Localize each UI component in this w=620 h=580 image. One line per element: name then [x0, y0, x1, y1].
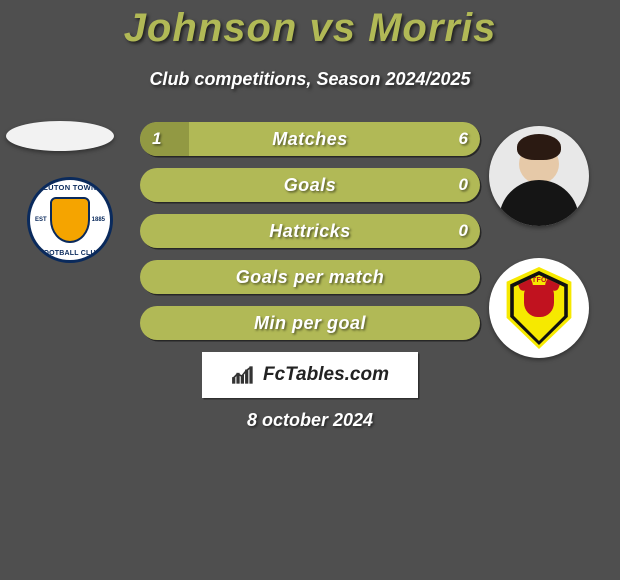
stat-label: Goals per match: [140, 260, 480, 294]
subtitle: Club competitions, Season 2024/2025: [0, 69, 620, 90]
club-left-est: EST: [35, 217, 47, 223]
brand-text: FcTables.com: [263, 364, 389, 386]
club-left-shield-icon: [50, 197, 90, 243]
date-text: 8 october 2024: [0, 410, 620, 431]
stat-right-value: 6: [459, 122, 468, 156]
stat-label: Goals: [140, 168, 480, 202]
stat-bar: Min per goal: [140, 306, 480, 340]
club-right-shield-icon: WATFORD: [503, 267, 575, 349]
stat-label: Matches: [140, 122, 480, 156]
club-left-name-bottom: FOOTBALL CLUB: [30, 250, 110, 257]
player-left-avatar: [6, 121, 114, 151]
club-left-badge: LUTON TOWN EST 1885 FOOTBALL CLUB: [27, 177, 113, 263]
club-right-badge: WATFORD: [489, 258, 589, 358]
club-left-year: 1885: [92, 217, 105, 223]
stat-label: Hattricks: [140, 214, 480, 248]
stat-bar: Goals per match: [140, 260, 480, 294]
stat-bar: 1Matches6: [140, 122, 480, 156]
player-right-avatar: [489, 126, 589, 226]
club-left-name-top: LUTON TOWN: [30, 183, 110, 192]
page-title: Johnson vs Morris: [0, 0, 620, 51]
stat-right-value: 0: [459, 214, 468, 248]
avatar-body: [499, 180, 579, 226]
moose-icon: [524, 285, 554, 317]
stat-bars: 1Matches6Goals0Hattricks0Goals per match…: [140, 122, 480, 352]
chart-bars-icon: [231, 364, 257, 386]
stat-bar: Goals0: [140, 168, 480, 202]
stat-right-value: 0: [459, 168, 468, 202]
stat-label: Min per goal: [140, 306, 480, 340]
brand-box: FcTables.com: [202, 352, 418, 398]
stat-bar: Hattricks0: [140, 214, 480, 248]
